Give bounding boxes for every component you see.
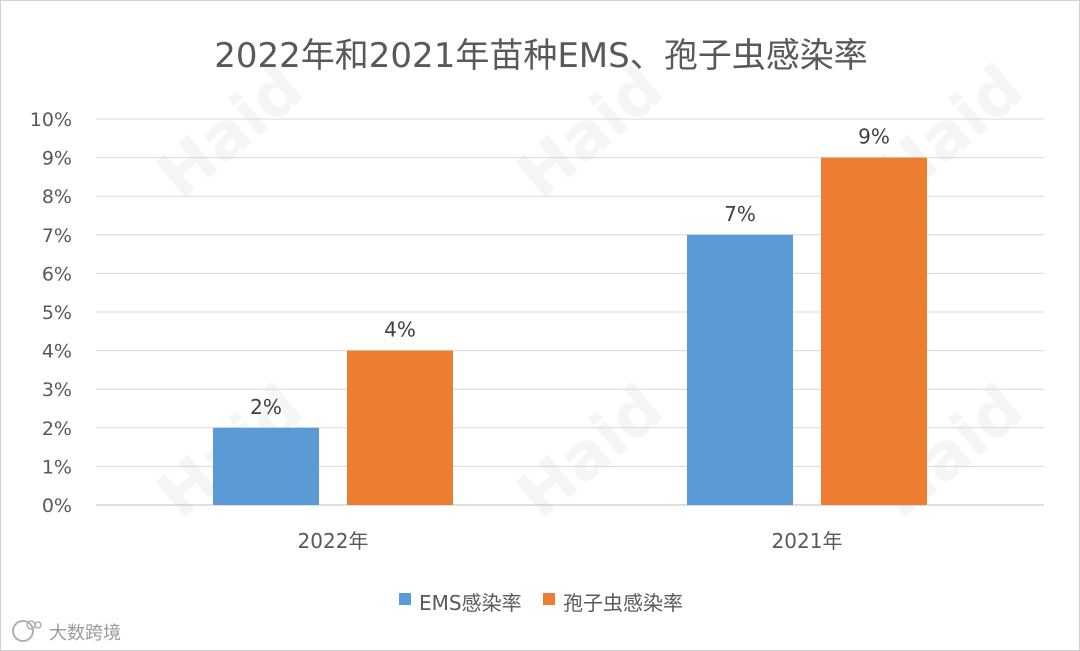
bars bbox=[213, 157, 927, 506]
data-labels: 2% 4% 7% 9% bbox=[250, 125, 890, 419]
legend-label: EMS感染率 bbox=[419, 591, 522, 615]
legend-swatch bbox=[399, 593, 411, 605]
watermark-text: Haid bbox=[504, 371, 678, 533]
x-category-label: 2021年 bbox=[772, 529, 843, 553]
data-label: 2% bbox=[250, 395, 282, 419]
data-label: 7% bbox=[724, 202, 756, 226]
x-axis-categories: 2022年 2021年 bbox=[298, 529, 843, 553]
y-tick-label: 2% bbox=[42, 418, 72, 440]
data-label: 9% bbox=[858, 125, 890, 149]
y-tick-label: 7% bbox=[42, 225, 72, 247]
bar bbox=[213, 427, 319, 505]
bar bbox=[821, 157, 927, 505]
y-tick-label: 10% bbox=[30, 109, 72, 131]
y-tick-label: 9% bbox=[42, 148, 72, 170]
y-tick-label: 5% bbox=[42, 302, 72, 324]
y-tick-label: 1% bbox=[42, 456, 72, 478]
y-tick-label: 8% bbox=[42, 186, 72, 208]
legend: EMS感染率 孢子虫感染率 bbox=[399, 591, 683, 615]
data-label: 4% bbox=[384, 318, 416, 342]
y-tick-label: 3% bbox=[42, 379, 72, 401]
legend-label: 孢子虫感染率 bbox=[563, 591, 683, 615]
y-tick-label: 4% bbox=[42, 341, 72, 363]
source-logo-icon bbox=[12, 620, 42, 642]
y-axis-ticks: 0% 1% 2% 3% 4% 5% 6% 7% 8% 9% 10% bbox=[30, 109, 72, 517]
y-tick-label: 6% bbox=[42, 263, 72, 285]
x-category-label: 2022年 bbox=[298, 529, 369, 553]
legend-swatch bbox=[543, 593, 555, 605]
chart-title: 2022年和2021年苗种EMS、孢子虫感染率 bbox=[214, 36, 867, 76]
source-badge: 大数跨境 bbox=[12, 620, 121, 644]
source-text: 大数跨境 bbox=[49, 623, 121, 644]
bar bbox=[347, 350, 453, 505]
y-tick-label: 0% bbox=[42, 495, 72, 517]
bar bbox=[687, 234, 793, 506]
